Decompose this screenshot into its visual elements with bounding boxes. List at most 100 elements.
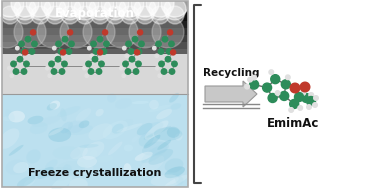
- Circle shape: [166, 6, 184, 24]
- Bar: [2, 54, 188, 94]
- Circle shape: [37, 16, 69, 48]
- Ellipse shape: [137, 123, 152, 135]
- Circle shape: [92, 57, 98, 62]
- Ellipse shape: [102, 121, 128, 139]
- Ellipse shape: [108, 142, 122, 155]
- Ellipse shape: [9, 111, 25, 122]
- Circle shape: [307, 101, 312, 105]
- Circle shape: [309, 93, 313, 97]
- Circle shape: [161, 69, 167, 74]
- Ellipse shape: [169, 93, 179, 103]
- Ellipse shape: [1, 116, 20, 121]
- Ellipse shape: [112, 124, 124, 134]
- Circle shape: [14, 16, 46, 48]
- Ellipse shape: [148, 105, 171, 112]
- Circle shape: [60, 16, 92, 48]
- Circle shape: [300, 82, 310, 92]
- Ellipse shape: [33, 116, 61, 127]
- Ellipse shape: [50, 101, 60, 110]
- Circle shape: [306, 97, 316, 105]
- Circle shape: [172, 61, 177, 67]
- Circle shape: [155, 67, 159, 70]
- Ellipse shape: [79, 144, 98, 148]
- Circle shape: [44, 0, 66, 20]
- Circle shape: [135, 50, 139, 55]
- Circle shape: [104, 0, 126, 20]
- Bar: [2, 1, 188, 187]
- Ellipse shape: [37, 167, 54, 179]
- Ellipse shape: [138, 122, 163, 136]
- Circle shape: [16, 46, 19, 50]
- Ellipse shape: [60, 108, 67, 121]
- Circle shape: [104, 41, 109, 47]
- Ellipse shape: [63, 164, 71, 173]
- Ellipse shape: [79, 120, 89, 128]
- Ellipse shape: [117, 123, 142, 132]
- Circle shape: [19, 41, 24, 47]
- Ellipse shape: [45, 160, 58, 170]
- Circle shape: [158, 49, 164, 54]
- Circle shape: [0, 0, 24, 17]
- Circle shape: [119, 0, 141, 20]
- Circle shape: [18, 54, 21, 57]
- Circle shape: [152, 16, 184, 48]
- Circle shape: [24, 61, 29, 67]
- Circle shape: [10, 74, 13, 77]
- FancyArrow shape: [205, 81, 257, 107]
- Circle shape: [162, 36, 168, 42]
- Circle shape: [168, 30, 173, 35]
- Ellipse shape: [132, 101, 149, 104]
- Circle shape: [132, 36, 138, 42]
- Ellipse shape: [57, 106, 80, 117]
- Bar: [2, 42, 188, 49]
- Circle shape: [23, 50, 28, 55]
- Circle shape: [46, 67, 49, 70]
- Ellipse shape: [53, 146, 80, 159]
- Circle shape: [59, 0, 81, 20]
- Ellipse shape: [164, 167, 185, 178]
- Ellipse shape: [124, 145, 133, 151]
- Circle shape: [122, 46, 126, 50]
- Circle shape: [286, 75, 290, 80]
- Ellipse shape: [135, 152, 153, 161]
- Circle shape: [271, 75, 280, 84]
- Circle shape: [88, 46, 91, 50]
- Ellipse shape: [147, 126, 171, 138]
- Ellipse shape: [115, 98, 132, 109]
- Circle shape: [290, 83, 300, 93]
- Ellipse shape: [149, 100, 159, 109]
- Circle shape: [1, 6, 19, 24]
- Circle shape: [169, 41, 174, 47]
- Circle shape: [149, 0, 171, 20]
- Circle shape: [146, 0, 174, 17]
- Circle shape: [69, 41, 74, 47]
- Circle shape: [169, 69, 175, 74]
- Ellipse shape: [30, 122, 48, 134]
- Circle shape: [76, 6, 94, 24]
- Circle shape: [0, 16, 23, 48]
- Ellipse shape: [6, 160, 27, 175]
- Ellipse shape: [157, 140, 171, 150]
- Text: Evaporation: Evaporation: [55, 7, 135, 20]
- Circle shape: [56, 0, 84, 17]
- Circle shape: [86, 61, 91, 67]
- Bar: [2, 94, 188, 187]
- Circle shape: [298, 106, 303, 110]
- Circle shape: [275, 91, 280, 95]
- Ellipse shape: [165, 158, 184, 173]
- Bar: [2, 70, 188, 77]
- Ellipse shape: [26, 149, 41, 163]
- Bar: [2, 1, 188, 21]
- Ellipse shape: [171, 103, 181, 110]
- Circle shape: [96, 69, 102, 74]
- Ellipse shape: [75, 108, 91, 122]
- Circle shape: [136, 49, 142, 54]
- Circle shape: [138, 30, 143, 35]
- Circle shape: [83, 67, 86, 70]
- Circle shape: [29, 0, 51, 20]
- Circle shape: [55, 57, 61, 62]
- Circle shape: [62, 61, 67, 67]
- Bar: [2, 56, 188, 63]
- Circle shape: [59, 69, 65, 74]
- Circle shape: [121, 6, 139, 24]
